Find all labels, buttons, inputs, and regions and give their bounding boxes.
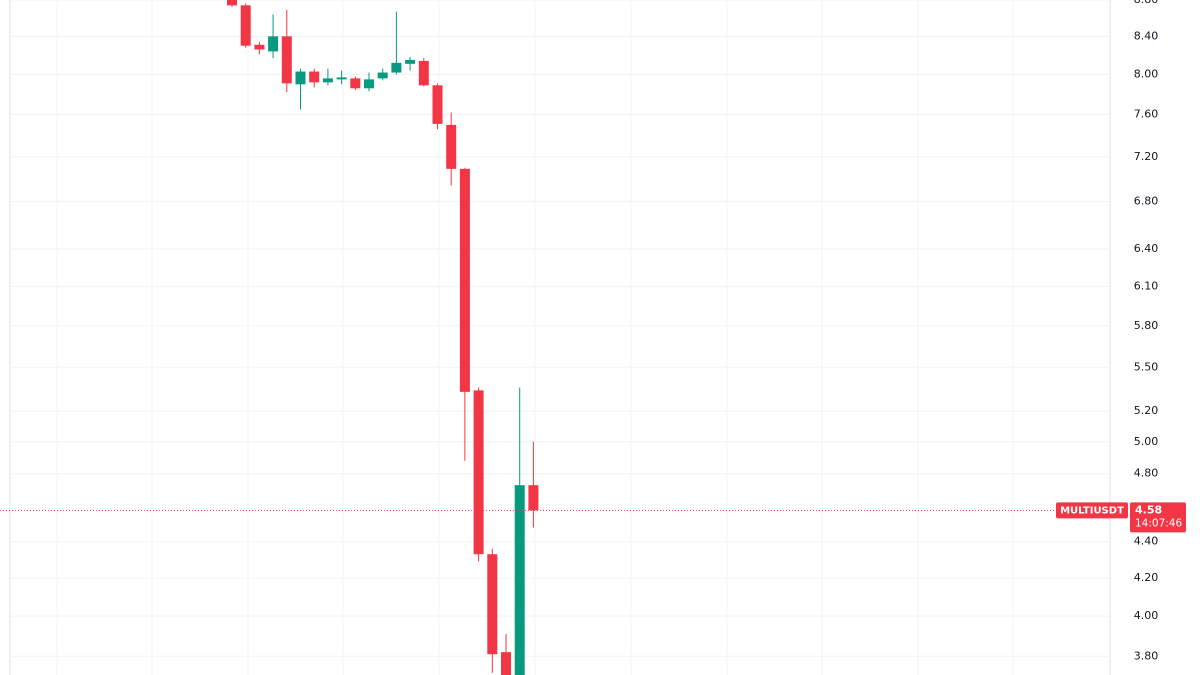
last-price-label: 4.58 xyxy=(1135,503,1162,516)
candle-body xyxy=(514,485,525,675)
y-tick-label: 3.80 xyxy=(1134,649,1159,662)
symbol-label: MULTIUSDT xyxy=(1060,505,1124,516)
candle-body xyxy=(377,72,388,79)
candle-body xyxy=(446,124,457,169)
candle-body xyxy=(281,36,292,84)
y-tick-label: 6.10 xyxy=(1134,279,1159,292)
candle-body xyxy=(350,78,361,89)
candle-body xyxy=(473,390,484,555)
candle-body xyxy=(309,71,320,83)
candle-body xyxy=(418,60,429,86)
y-tick-label: 5.50 xyxy=(1134,360,1159,373)
candle-body xyxy=(268,36,279,52)
y-tick-label: 4.80 xyxy=(1134,467,1159,480)
y-tick-label: 4.20 xyxy=(1134,571,1159,584)
y-tick-label: 7.20 xyxy=(1134,150,1159,163)
candle-body xyxy=(405,59,416,64)
candle-body xyxy=(295,71,306,85)
price-badge xyxy=(1130,502,1186,533)
y-tick-label: 4.00 xyxy=(1134,609,1159,622)
candle-body xyxy=(364,79,374,89)
y-tick-label: 8.40 xyxy=(1134,29,1159,42)
y-tick-label: 6.80 xyxy=(1134,194,1159,207)
candle-body xyxy=(322,78,333,83)
candle-body xyxy=(254,44,265,50)
y-tick-label: 6.40 xyxy=(1134,242,1159,255)
y-tick-label: 8.00 xyxy=(1134,67,1159,80)
candle-body xyxy=(432,85,443,124)
candle-body xyxy=(240,5,251,46)
candle-body xyxy=(391,62,402,73)
countdown-label: 14:07:46 xyxy=(1135,517,1182,529)
y-tick-label: 5.20 xyxy=(1134,404,1159,417)
y-tick-label: 4.40 xyxy=(1134,535,1159,548)
candle-body xyxy=(336,77,347,80)
candle-body xyxy=(487,554,498,655)
y-tick-label: 5.80 xyxy=(1134,319,1159,332)
candle-body xyxy=(459,168,470,392)
y-tick-label: 7.60 xyxy=(1134,108,1159,121)
candle-body xyxy=(528,485,539,511)
y-tick-label: 5.00 xyxy=(1134,435,1159,448)
y-tick-label: 8.80 xyxy=(1134,0,1159,6)
candle-body xyxy=(501,652,511,675)
symbol-badge xyxy=(1056,502,1128,519)
time-grid xyxy=(56,0,1014,675)
candle-body xyxy=(227,0,237,6)
